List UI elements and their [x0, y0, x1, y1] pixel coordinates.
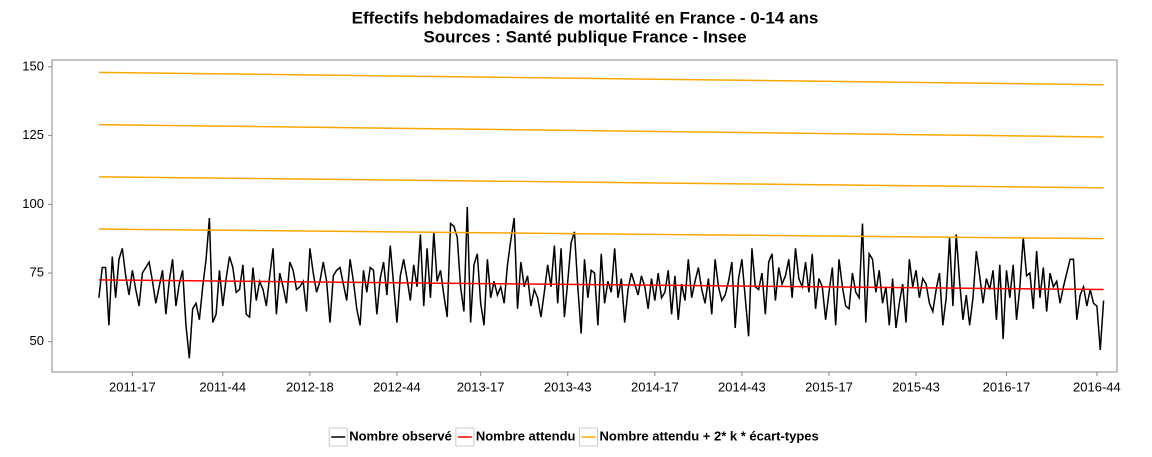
- y-tick-label: 75: [30, 264, 44, 279]
- series-line: [98, 71, 1104, 86]
- x-tick-label: 2013-17: [457, 379, 505, 394]
- series-line: [98, 123, 1104, 138]
- legend-label: Nombre attendu: [476, 428, 576, 443]
- x-tick-label: 2012-44: [373, 379, 421, 394]
- plot-frame: [51, 59, 1118, 373]
- series-line: [98, 207, 1105, 359]
- x-tick-label: 2014-17: [631, 379, 679, 394]
- y-tick-label: 150: [22, 58, 44, 73]
- legend-label: Nombre attendu + 2* k * écart-types: [599, 428, 818, 443]
- chart-subtitle: Sources : Santé publique France - Insee: [423, 27, 746, 46]
- x-tick-label: 2011-44: [199, 379, 246, 394]
- x-tick-label: 2015-43: [892, 379, 940, 394]
- x-tick-label: 2015-17: [805, 379, 853, 394]
- legend-label: Nombre observé: [349, 428, 452, 443]
- y-tick-label: 125: [22, 127, 44, 142]
- y-tick-label: 100: [22, 196, 44, 211]
- series-line: [98, 279, 1104, 291]
- chart-title: Effectifs hebdomadaires de mortalité en …: [352, 8, 819, 27]
- x-tick-label: 2012-18: [286, 379, 334, 394]
- x-tick-label: 2016-44: [1073, 379, 1121, 394]
- x-tick-label: 2016-17: [983, 379, 1031, 394]
- series-line: [98, 176, 1104, 189]
- series-line: [98, 228, 1104, 240]
- x-tick-label: 2011-17: [109, 379, 156, 394]
- y-tick-label: 50: [30, 333, 44, 348]
- x-tick-label: 2014-43: [718, 379, 766, 394]
- x-tick-label: 2013-43: [544, 379, 592, 394]
